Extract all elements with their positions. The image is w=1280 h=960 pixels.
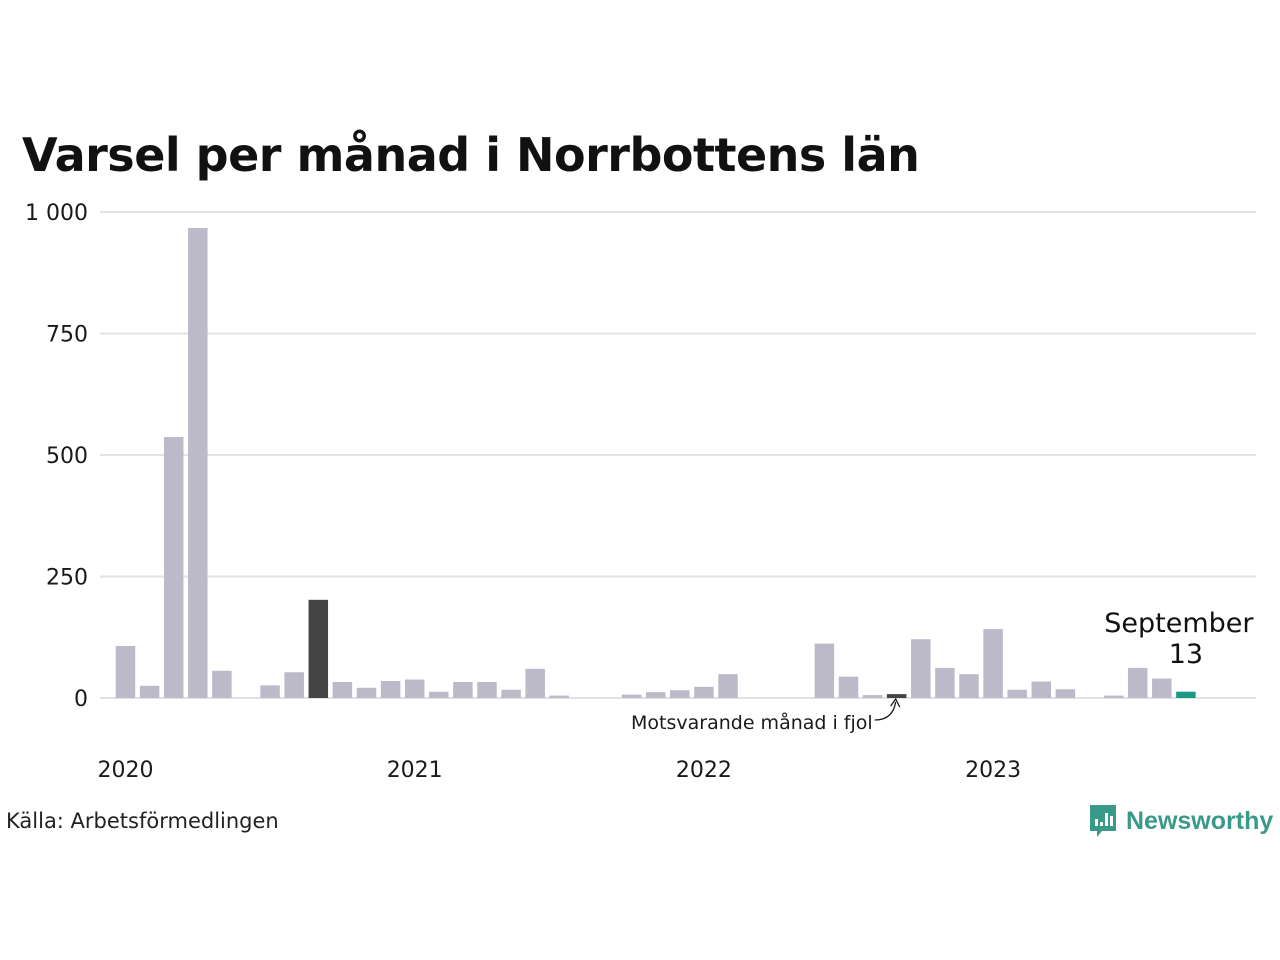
annotation-arrowhead bbox=[890, 697, 901, 708]
brand-name: Newsworthy bbox=[1126, 806, 1274, 835]
bar bbox=[886, 694, 907, 698]
bar bbox=[477, 681, 497, 698]
bar bbox=[308, 599, 329, 698]
bar bbox=[911, 639, 931, 698]
bars bbox=[115, 228, 1196, 698]
bar bbox=[429, 691, 449, 698]
bar bbox=[1127, 667, 1148, 698]
bar bbox=[525, 668, 545, 698]
bar bbox=[1031, 681, 1052, 698]
bar bbox=[983, 628, 1003, 698]
bar bbox=[115, 645, 136, 698]
bar bbox=[284, 672, 304, 698]
y-axis-ticks: 0 250 500 750 1 000 bbox=[25, 201, 88, 712]
x-tick-label: 2022 bbox=[676, 758, 732, 783]
y-tick-label: 0 bbox=[74, 687, 88, 712]
bar bbox=[332, 681, 353, 698]
x-tick-label: 2023 bbox=[965, 758, 1021, 783]
bar-chart-speech-bubble-icon bbox=[1090, 805, 1116, 837]
bar bbox=[1007, 689, 1027, 698]
chart-title: Varsel per månad i Norrbottens län bbox=[22, 128, 920, 182]
bar bbox=[380, 680, 401, 698]
bar bbox=[935, 667, 955, 698]
bar bbox=[163, 437, 184, 698]
bar bbox=[139, 685, 160, 698]
bar bbox=[862, 695, 883, 698]
annotation-label: Motsvarande månad i fjol bbox=[631, 711, 873, 734]
bar bbox=[1055, 689, 1076, 698]
bar bbox=[621, 694, 642, 698]
y-tick-label: 1 000 bbox=[25, 201, 88, 226]
bar bbox=[501, 689, 521, 698]
bar bbox=[1176, 691, 1196, 698]
bar bbox=[814, 643, 835, 698]
x-axis-ticks: 2020 2021 2022 2023 bbox=[98, 758, 1022, 783]
bar bbox=[260, 685, 280, 698]
bar bbox=[212, 670, 232, 698]
bar bbox=[718, 674, 738, 698]
grid-lines bbox=[100, 211, 1256, 699]
bar bbox=[453, 681, 473, 698]
bar bbox=[549, 695, 570, 698]
bar bbox=[959, 674, 979, 698]
annotation-arrow bbox=[874, 701, 897, 721]
bar bbox=[404, 679, 425, 698]
source-note: Källa: Arbetsförmedlingen bbox=[6, 809, 279, 833]
current-month-label: September bbox=[1104, 608, 1254, 639]
y-tick-label: 500 bbox=[46, 444, 88, 469]
y-tick-label: 750 bbox=[46, 323, 88, 348]
current-value-label: 13 bbox=[1169, 639, 1203, 670]
bar-chart: 0 250 500 750 1 000 2020 2021 2022 2023 Motsvar… bbox=[25, 201, 1256, 783]
x-tick-label: 2021 bbox=[387, 758, 443, 783]
bar bbox=[694, 686, 714, 698]
bar bbox=[670, 690, 690, 698]
brand-logo[interactable]: Newsworthy bbox=[1088, 803, 1273, 839]
x-tick-label: 2020 bbox=[98, 758, 154, 783]
bar bbox=[188, 228, 208, 698]
bar bbox=[1103, 695, 1124, 698]
y-tick-label: 250 bbox=[46, 566, 88, 591]
bar bbox=[356, 687, 377, 698]
bar bbox=[838, 676, 859, 698]
bar bbox=[645, 692, 666, 698]
bar bbox=[1152, 678, 1172, 698]
